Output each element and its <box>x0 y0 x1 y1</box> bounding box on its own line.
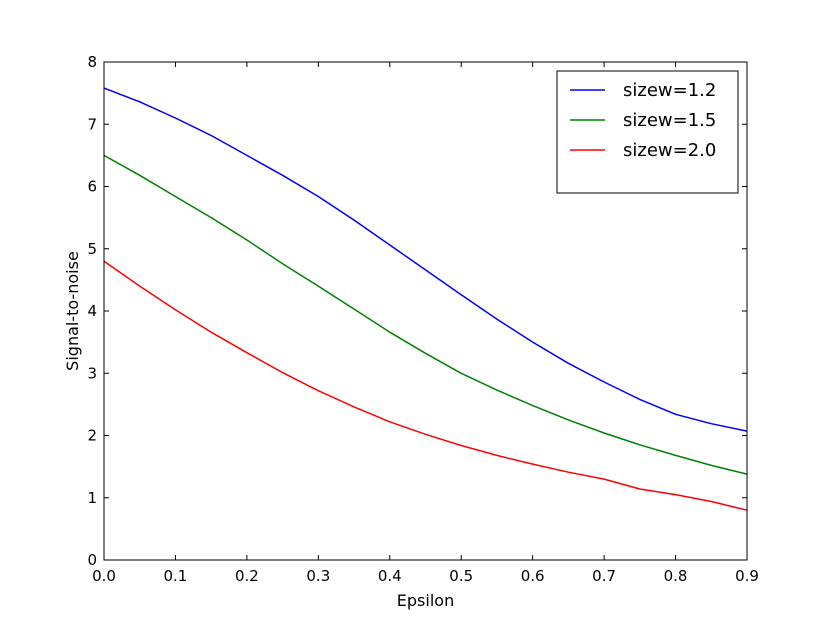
x-tick-label: 0.7 <box>592 567 616 585</box>
y-tick-label: 5 <box>87 240 97 258</box>
y-tick-label: 6 <box>87 178 97 196</box>
x-tick-label: 0.2 <box>235 567 259 585</box>
series-layer <box>103 87 748 511</box>
x-tick-label: 0.1 <box>164 567 188 585</box>
y-tick-label: 8 <box>87 53 97 71</box>
x-tick-label: 0.9 <box>735 567 759 585</box>
x-axis-label: Epsilon <box>397 591 454 610</box>
series-line-1 <box>103 87 748 432</box>
y-tick-label: 7 <box>87 115 97 133</box>
legend-frame <box>556 70 739 194</box>
legend: sizew=1.2 sizew=1.5 sizew=2.0 <box>556 70 739 194</box>
y-axis-label: Signal-to-noise <box>63 251 82 371</box>
x-tick-label: 0.5 <box>449 567 473 585</box>
series-line-3 <box>103 260 748 511</box>
x-tick-label: 0.6 <box>521 567 545 585</box>
legend-label-3: sizew=2.0 <box>623 140 716 161</box>
y-tick-label: 0 <box>87 551 97 569</box>
legend-label-2: sizew=1.5 <box>623 110 716 131</box>
ticks-layer: 0.0 0.1 0.2 0.3 0.4 0.5 0.6 0.7 0.8 0.9 0 1 2 3 4 5 6 7 8 <box>87 53 758 585</box>
x-tick-label: 0.0 <box>92 567 116 585</box>
y-tick-label: 2 <box>87 427 97 445</box>
x-tick-label: 0.3 <box>306 567 330 585</box>
series-line-2 <box>103 154 748 475</box>
y-tick-label: 1 <box>87 489 97 507</box>
x-tick-label: 0.4 <box>378 567 402 585</box>
legend-label-1: sizew=1.2 <box>623 80 716 101</box>
x-tick-label: 0.8 <box>664 567 688 585</box>
y-tick-label: 4 <box>87 302 97 320</box>
y-tick-label: 3 <box>87 364 97 382</box>
